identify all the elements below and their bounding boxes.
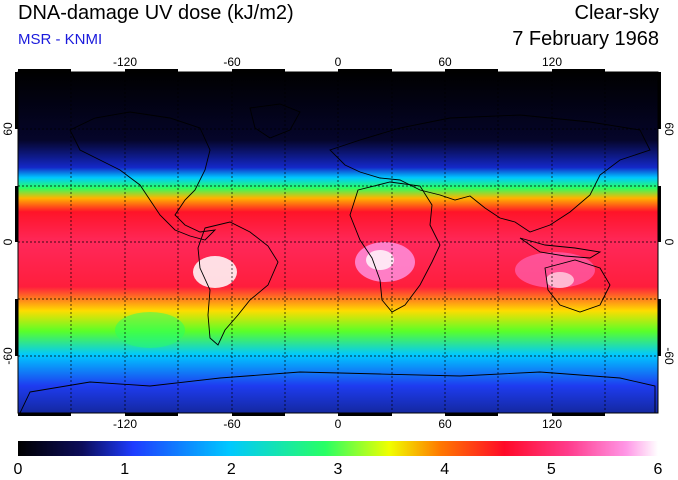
lat-label-left: 0 [1,238,15,245]
lat-label-left: -60 [1,347,15,365]
source-label: MSR - KNMI [18,31,103,48]
lat-label-left: 60 [1,122,15,136]
north-america-outline [69,111,217,241]
lon-labels-top: -120 -60 0 60 120 [113,55,562,69]
lon-label-top: 0 [335,55,342,69]
lon-label-top: -60 [223,55,241,69]
south-america-outline [197,221,279,346]
lat-label-right: 0 [662,239,676,246]
lat-labels-right: 60 0 -60 [662,122,676,365]
africa-outline [349,181,441,313]
lon-label-bottom: 0 [335,417,342,431]
sky-condition-label: Clear-sky [574,2,659,24]
lon-label-bottom: 60 [438,417,452,431]
antarctica-outline [19,371,656,413]
colorbar-gradient [18,441,658,456]
colorbar-tick-label: 4 [440,461,449,478]
lat-label-right: 60 [662,122,676,136]
colorbar-tick-label: 1 [120,461,129,478]
colorbar-tick-label: 0 [14,461,23,478]
colorbar-tick-label: 5 [547,461,556,478]
map-title: DNA-damage UV dose (kJ/m2) [18,2,294,24]
lon-label-bottom: -60 [223,417,241,431]
maritime-asia-outline [519,237,602,259]
map-frame [15,69,661,416]
lon-label-bottom: 120 [542,417,562,431]
colorbar-tick-label: 3 [334,461,343,478]
lon-label-top: -120 [113,55,137,69]
lon-label-top: 60 [438,55,452,69]
colorbar-tick-label: 2 [227,461,236,478]
greenland-outline [249,103,301,139]
lon-labels-bottom: -120 -60 0 60 120 [113,417,562,431]
lat-labels-left: 60 0 -60 [1,122,15,365]
australia-outline [544,259,611,313]
lon-label-bottom: -120 [113,417,137,431]
graticule [18,72,658,413]
lat-label-right: -60 [662,347,676,365]
date-label: 7 February 1968 [512,28,659,50]
lon-label-top: 120 [542,55,562,69]
coastlines [19,103,656,413]
colorbar-tick-label: 6 [654,461,663,478]
eurasia-outline [329,114,651,233]
colorbar: 0 1 2 3 4 5 6 [14,441,663,478]
